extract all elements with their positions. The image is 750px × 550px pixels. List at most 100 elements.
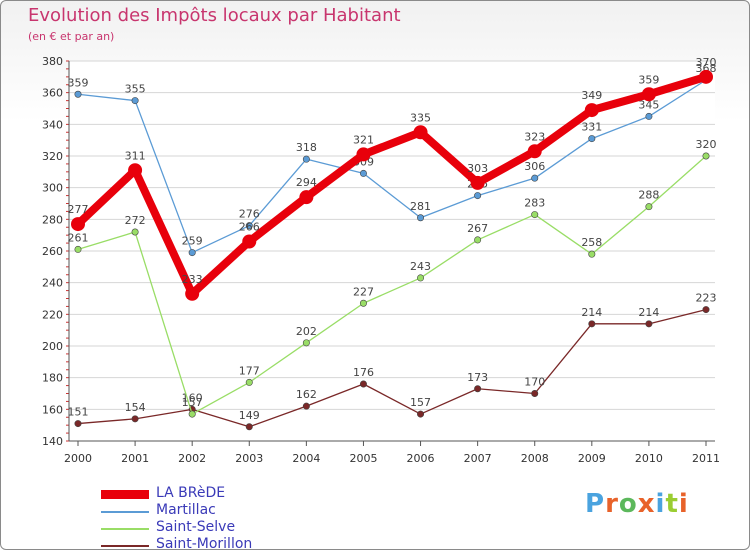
- data-label: 151: [68, 406, 89, 419]
- y-tick-label: 160: [42, 403, 63, 416]
- data-label: 214: [638, 306, 659, 319]
- data-point: [645, 320, 653, 328]
- data-label: 306: [524, 160, 545, 173]
- data-label: 320: [696, 138, 717, 151]
- chart-title: Evolution des Impôts locaux par Habitant: [28, 5, 401, 26]
- logo-letter: t: [665, 489, 679, 519]
- y-tick-label: 240: [42, 277, 63, 290]
- x-tick-label: 2010: [635, 452, 663, 465]
- data-label: 281: [410, 200, 431, 213]
- data-label: 276: [239, 208, 260, 221]
- data-label: 149: [239, 409, 260, 422]
- chart-legend: LA BRèDE Martillac Saint-Selve Saint-Morill…: [101, 485, 341, 549]
- data-label: 223: [696, 292, 717, 305]
- data-label: 335: [410, 111, 431, 124]
- data-point: [584, 103, 599, 118]
- legend-label: LA BRèDE: [156, 485, 226, 501]
- data-label: 359: [68, 76, 89, 89]
- data-point: [71, 217, 85, 232]
- data-point: [302, 402, 310, 410]
- data-point: [245, 222, 253, 230]
- data-label: 370: [696, 56, 717, 69]
- y-tick-label: 180: [42, 372, 63, 385]
- data-label: 227: [353, 285, 374, 298]
- data-label: 157: [182, 396, 203, 409]
- data-point: [702, 306, 710, 314]
- legend-item: Saint-Selve: [101, 519, 341, 537]
- legend-item: Martillac: [101, 502, 341, 520]
- data-label: 177: [239, 364, 260, 377]
- data-label: 349: [581, 89, 602, 102]
- data-label: 162: [296, 388, 317, 401]
- x-tick-label: 2009: [578, 452, 606, 465]
- data-point: [645, 203, 653, 211]
- data-label: 288: [638, 189, 659, 202]
- y-tick-label: 360: [42, 87, 63, 100]
- logo-letter: x: [637, 489, 656, 519]
- y-tick-label: 220: [42, 308, 63, 321]
- y-tick-label: 340: [42, 118, 63, 131]
- logo-letter: i: [678, 489, 689, 519]
- data-point: [245, 378, 253, 386]
- y-tick-label: 320: [42, 150, 63, 163]
- data-label: 170: [524, 376, 545, 389]
- series-line-saint-morillon: [77, 308, 707, 428]
- data-point: [74, 90, 82, 98]
- data-point: [299, 190, 314, 205]
- data-label: 331: [581, 121, 602, 134]
- x-tick-label: 2000: [64, 452, 92, 465]
- data-point: [588, 135, 596, 143]
- legend-swatch: [101, 511, 149, 513]
- data-label: 303: [467, 162, 488, 175]
- data-point: [474, 236, 482, 244]
- data-point: [645, 112, 653, 120]
- data-point: [417, 410, 425, 418]
- x-tick-label: 2011: [692, 452, 720, 465]
- data-point: [531, 389, 539, 397]
- data-label: 259: [182, 235, 203, 248]
- data-point: [131, 415, 139, 423]
- legend-swatch: [101, 490, 149, 499]
- data-label: 359: [638, 73, 659, 86]
- data-point: [474, 192, 482, 200]
- logo-letter: o: [618, 489, 638, 519]
- data-point: [302, 339, 310, 347]
- x-tick-label: 2001: [121, 452, 149, 465]
- legend-item: LA BRèDE: [101, 485, 341, 503]
- data-point: [474, 385, 482, 393]
- x-tick-label: 2007: [464, 452, 492, 465]
- x-tick-label: 2004: [292, 452, 320, 465]
- data-point: [413, 125, 428, 140]
- data-point: [531, 211, 539, 219]
- logo-letter: i: [655, 489, 666, 519]
- data-label: 157: [410, 396, 431, 409]
- data-label: 323: [524, 130, 545, 143]
- x-tick-label: 2003: [235, 452, 263, 465]
- x-tick-label: 2005: [349, 452, 377, 465]
- data-label: 202: [296, 325, 317, 338]
- data-point: [702, 152, 710, 160]
- series-line-saint-selve: [77, 155, 707, 415]
- data-point: [359, 169, 367, 177]
- data-label: 243: [410, 260, 431, 273]
- data-point: [245, 423, 253, 431]
- series-line-la-br-de: [74, 72, 710, 298]
- legend-label: Saint-Selve: [156, 519, 236, 535]
- y-tick-label: 300: [42, 182, 63, 195]
- chart-subtitle: (en € et par an): [28, 30, 115, 43]
- data-label: 272: [125, 214, 146, 227]
- data-point: [128, 163, 143, 178]
- data-point: [527, 144, 542, 159]
- data-label: 321: [353, 133, 374, 146]
- x-tick-label: 2008: [521, 452, 549, 465]
- data-label: 173: [467, 371, 488, 384]
- legend-label: Martillac: [156, 502, 216, 518]
- y-tick-label: 140: [42, 435, 63, 448]
- data-point: [359, 380, 367, 388]
- proxiti-logo: Proxiti: [585, 489, 689, 519]
- data-label: 318: [296, 141, 317, 154]
- y-tick-label: 200: [42, 340, 63, 353]
- logo-letter: r: [605, 489, 619, 519]
